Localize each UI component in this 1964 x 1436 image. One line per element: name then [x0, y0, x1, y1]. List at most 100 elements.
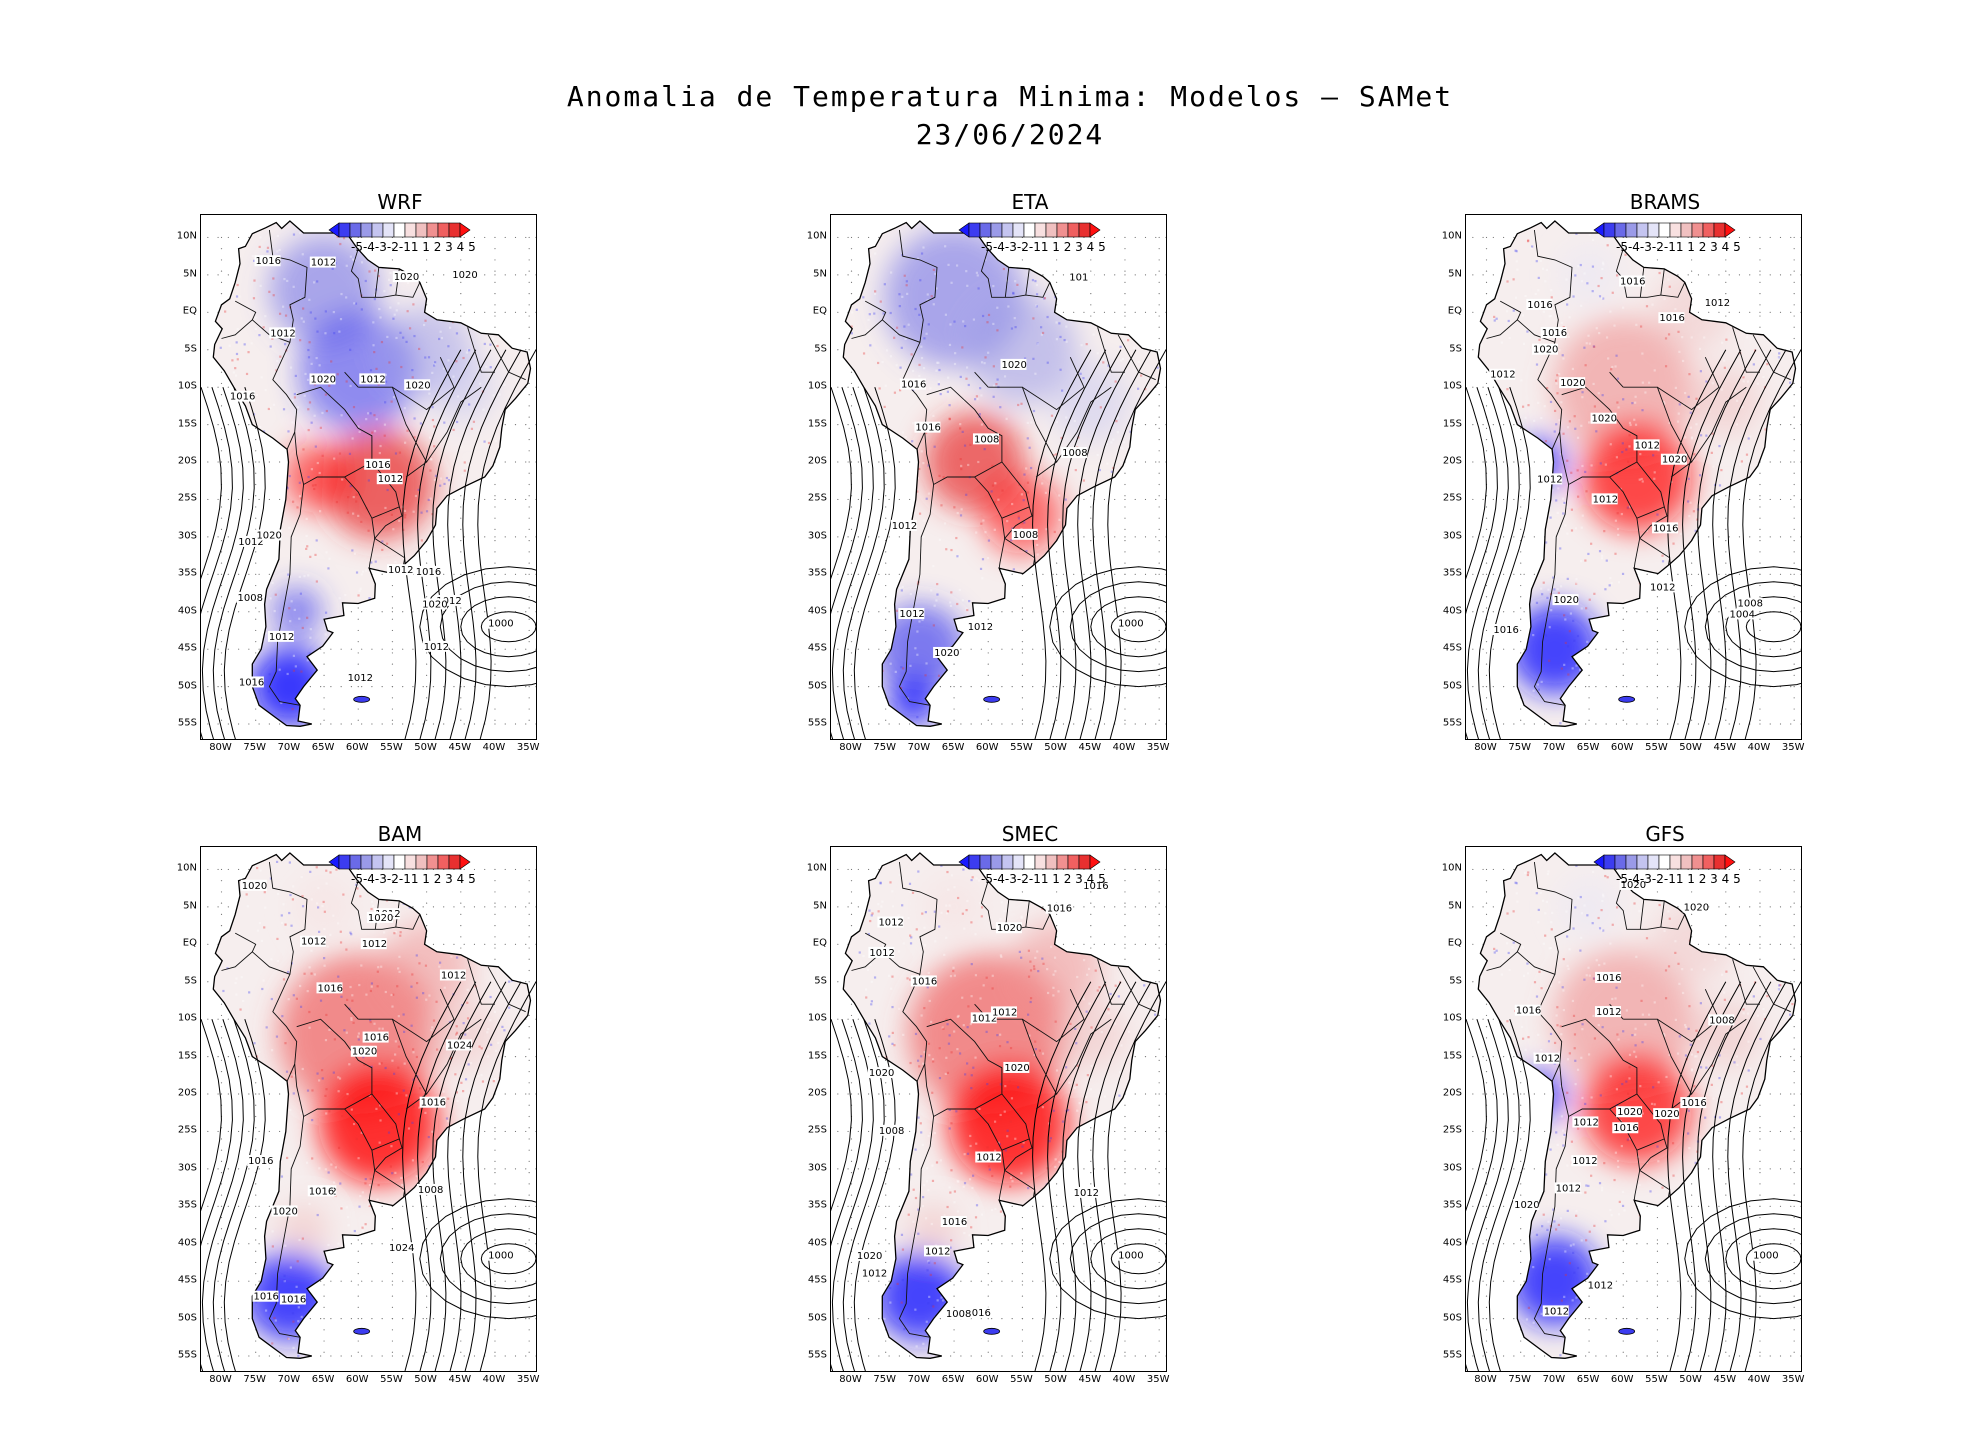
- lon-tick-label: 60W: [975, 1374, 999, 1385]
- lat-tick-label: 35S: [807, 567, 827, 579]
- isobar-contours: [201, 349, 536, 739]
- lon-tick-label: 55W: [1645, 1374, 1668, 1385]
- lon-tick-label: 75W: [873, 742, 896, 753]
- isobar-label: 1012: [388, 565, 413, 576]
- isobar-label: 1004: [1730, 609, 1755, 620]
- lat-tick-label: 10N: [176, 862, 197, 874]
- isobar-label: 1012: [1635, 440, 1660, 451]
- isobar-label: 1016: [915, 423, 940, 434]
- lat-axis: 10N 5N EQ 5S 10S 15S 20S 25S 30S 35S 40S 45S 50S 55S: [150, 214, 200, 738]
- isobar-label: 1000: [1118, 1251, 1143, 1262]
- colorbar-swatch: [1603, 222, 1616, 238]
- isobar-label: 1020: [1533, 345, 1558, 356]
- lat-tick-label: 10S: [807, 1012, 827, 1024]
- isobar-label: 1012: [899, 609, 924, 620]
- colorbar-swatch: [371, 854, 384, 870]
- lat-tick-label: 55S: [807, 1349, 827, 1361]
- isobar-label: 1012: [1572, 1156, 1597, 1167]
- panel-title: WRF: [377, 190, 423, 214]
- colorbar-swatch: [437, 222, 450, 238]
- falkland-islands: [1618, 695, 1636, 703]
- colorbar-swatch: [1614, 222, 1627, 238]
- isobar-label: 1012: [1650, 582, 1675, 593]
- colorbar-swatch: [1078, 222, 1091, 238]
- lon-tick-label: 75W: [1508, 1374, 1531, 1385]
- lat-tick-label: 20S: [1442, 455, 1462, 467]
- isobar-label: 1000: [488, 619, 513, 630]
- map-canvas: 1012101610121012101610201012101610121016…: [1466, 220, 1801, 739]
- isobar-label: 1016: [1613, 1123, 1638, 1134]
- lon-tick-label: 80W: [209, 1374, 232, 1385]
- isobar-label: 1020: [1560, 378, 1585, 389]
- colorbar-swatch: [360, 854, 373, 870]
- lat-tick-label: 40S: [1442, 605, 1462, 617]
- isobar-label: 1020: [1004, 1063, 1029, 1074]
- isobar-label: 1012: [301, 937, 326, 948]
- panel-wrf: WRF 10N 5N EQ 5S 10S 15S 20S 25S 30S 35S 40S 45S 50S 5…: [150, 190, 580, 790]
- lat-tick-label: EQ: [1447, 937, 1462, 949]
- colorbar-swatch: [1669, 854, 1682, 870]
- isobar-label: 1020: [272, 1206, 297, 1217]
- map-frame: 1012 1012 1012 1012 1016 1012 1020 1012 1012 1012…: [200, 214, 537, 740]
- map-frame: 1012101210161012101210161016102010081016…: [200, 846, 537, 1372]
- isobar-label: 1020: [405, 380, 430, 391]
- lat-tick-label: 25S: [1442, 1124, 1462, 1136]
- colorbar-swatch: [979, 854, 992, 870]
- isobar-label: 1008: [1709, 1015, 1734, 1026]
- isobar-label: 101: [1069, 273, 1088, 284]
- isobar-label: 1020: [997, 923, 1022, 934]
- lat-tick-label: 5S: [184, 975, 197, 987]
- lon-tick-label: 70W: [1542, 742, 1566, 753]
- isobar-label: 1016: [1047, 904, 1072, 915]
- lat-tick-label: 50S: [807, 680, 827, 692]
- lon-tick-label: 80W: [839, 1374, 862, 1385]
- colorbar-swatch: [1614, 854, 1627, 870]
- isobar-label: 1016: [1596, 973, 1621, 984]
- map-frame: 1008 1012 1008 1012 1016 1016 1012 1008 1020 1000…: [830, 214, 1167, 740]
- lat-tick-label: 30S: [807, 530, 827, 542]
- colorbar-labels: -5-4-3-2-11 1 2 3 4 5: [981, 240, 1106, 254]
- colorbar-swatch: [426, 222, 439, 238]
- lon-tick-label: 35W: [1781, 1374, 1805, 1385]
- colorbar-swatch: [415, 222, 428, 238]
- lat-tick-label: 5N: [813, 900, 827, 912]
- colorbar-swatch: [371, 222, 384, 238]
- isobar-label: 1000: [1118, 619, 1143, 630]
- lat-tick-label: 55S: [1442, 1349, 1462, 1361]
- lat-tick-label: 10S: [177, 1012, 197, 1024]
- colorbar-swatch: [990, 222, 1003, 238]
- lat-tick-label: 15S: [177, 418, 197, 430]
- isobar-label: 1020: [1654, 1109, 1679, 1120]
- isobar-label: 1008: [1013, 530, 1038, 541]
- anomaly-field: [843, 221, 1161, 727]
- lon-tick-label: 45W: [1078, 742, 1102, 753]
- lon-tick-label: 35W: [1781, 742, 1805, 753]
- isobar-labels: 1012101210121012101210161012101210161020…: [855, 880, 1144, 1320]
- isobar-label: 1016: [239, 677, 264, 688]
- map-canvas: 1012101210121012101210161012101210161020…: [831, 852, 1166, 1371]
- lat-tick-label: 5N: [1448, 268, 1462, 280]
- lon-tick-label: 65W: [941, 742, 965, 753]
- lat-tick-label: 10N: [806, 230, 827, 242]
- colorbar-swatch: [1702, 222, 1715, 238]
- lat-tick-label: 50S: [177, 1312, 197, 1324]
- colorbar-swatch: [990, 854, 1003, 870]
- colorbar: -5-4-3-2-11 1 2 3 4 5: [328, 222, 476, 254]
- lon-tick-label: 50W: [1679, 1374, 1702, 1385]
- lon-tick-label: 35W: [516, 742, 540, 753]
- isobar-label: 1020: [394, 272, 419, 283]
- colorbar-labels: -5-4-3-2-11 1 2 3 4 5: [1616, 240, 1741, 254]
- lon-tick-label: 70W: [907, 742, 931, 753]
- isobar-labels: 1012101210121016101610121012101610201016…: [1513, 878, 1779, 1317]
- isobar-label: 1016: [1493, 625, 1518, 636]
- isobar-label: 1008: [946, 1309, 971, 1320]
- colorbar-swatch: [448, 854, 461, 870]
- lon-tick-label: 80W: [1474, 1374, 1497, 1385]
- colorbar-swatch: [1680, 854, 1693, 870]
- lat-tick-label: 10S: [1442, 1012, 1462, 1024]
- anomaly-field: [213, 853, 531, 1359]
- lon-tick-label: 40W: [1112, 742, 1136, 753]
- colorbar-swatch: [437, 854, 450, 870]
- isobar-label: 1020: [1001, 360, 1026, 371]
- lat-tick-label: EQ: [812, 305, 827, 317]
